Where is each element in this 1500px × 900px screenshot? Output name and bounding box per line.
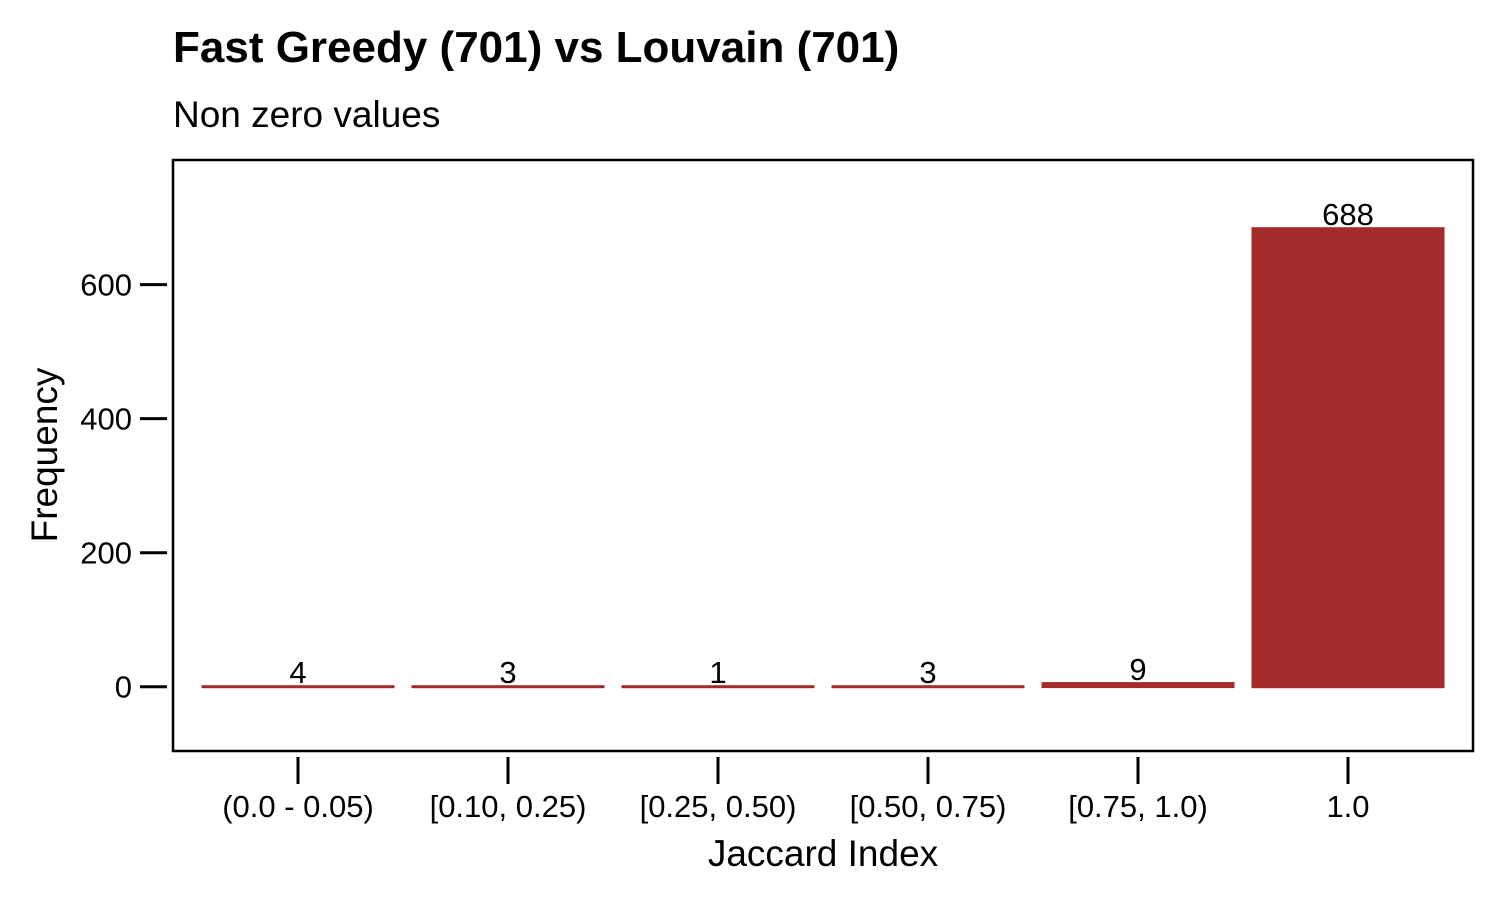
x-tick-label-4: [0.50, 0.75): [850, 789, 1007, 824]
chart-subtitle: Non zero values: [173, 94, 440, 135]
bar-6: [1251, 227, 1445, 689]
x-tick-label-5: [0.75, 1.0): [1068, 789, 1208, 824]
x-tick-label-2: [0.10, 0.25): [430, 789, 587, 824]
bar-value-label-2: 3: [499, 655, 516, 690]
bar-4: [831, 685, 1025, 689]
bar-3: [621, 685, 815, 689]
chart-title: Fast Greedy (701) vs Louvain (701): [173, 23, 899, 72]
x-axis-label: Jaccard Index: [708, 833, 939, 874]
x-tick-label-6: 1.0: [1326, 789, 1369, 824]
bar-1: [201, 685, 395, 689]
bars-layer: 4 3 1 3 9 688: [201, 197, 1445, 690]
axis-ticks-layer: (0.0 - 0.05) [0.10, 0.25) [0.25, 0.50) [0.5…: [80, 268, 1369, 824]
y-tick-label-600: 600: [80, 268, 132, 303]
bar-value-label-3: 1: [709, 655, 726, 690]
y-tick-label-0: 0: [115, 670, 132, 705]
x-tick-label-3: [0.25, 0.50): [640, 789, 797, 824]
x-tick-label-1: (0.0 - 0.05): [222, 789, 374, 824]
bar-2: [411, 685, 605, 689]
plot-area-frame: [171, 158, 1475, 753]
y-tick-label-200: 200: [80, 536, 132, 571]
bar-value-label-1: 4: [289, 655, 306, 690]
y-tick-label-400: 400: [80, 402, 132, 437]
y-axis-label: Frequency: [24, 367, 65, 542]
bar-value-label-4: 3: [919, 655, 936, 690]
bar-value-label-6: 688: [1322, 197, 1374, 232]
bar-5: [1041, 682, 1235, 689]
bar-value-label-5: 9: [1129, 652, 1146, 687]
